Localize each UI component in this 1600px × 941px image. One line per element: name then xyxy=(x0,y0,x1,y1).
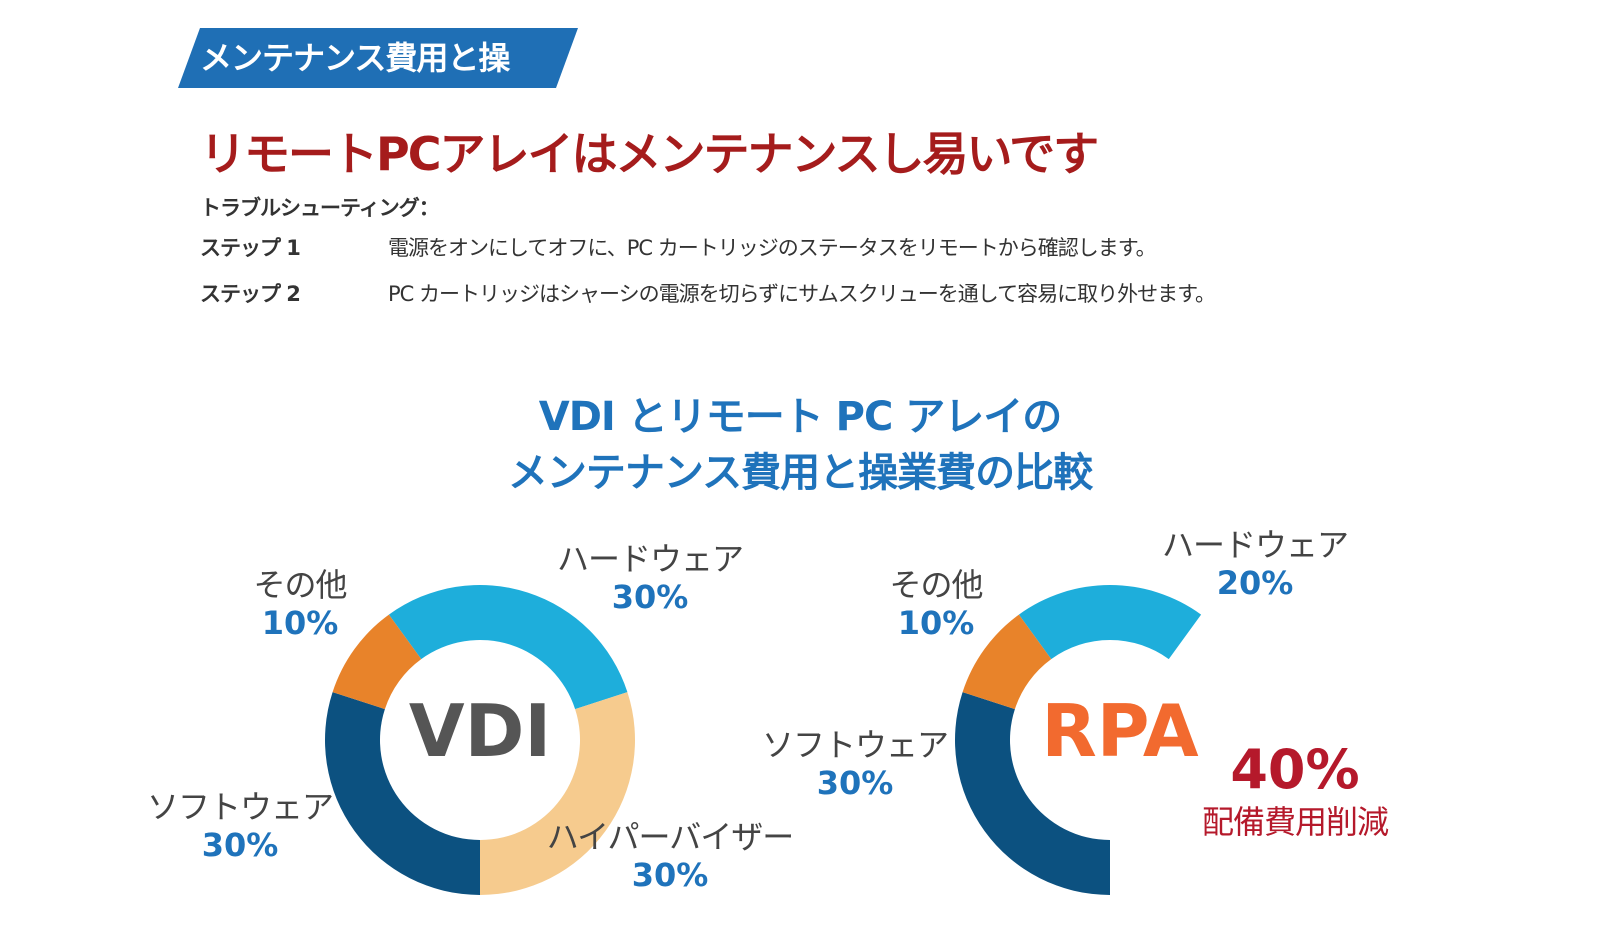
slice-name: その他 xyxy=(889,566,983,604)
vdi-slice-hardware xyxy=(388,585,628,710)
rpa-savings: 40% 配備費用削減 xyxy=(1180,738,1410,842)
step-label: ステップ 2 xyxy=(200,282,301,306)
slice-name: ハイパーバイザー xyxy=(546,818,794,856)
banner-background xyxy=(178,28,578,88)
rpa-label-other: その他 10% xyxy=(876,566,996,642)
vdi-slice-software xyxy=(325,692,480,895)
rpa-donut xyxy=(955,585,1202,895)
headline: リモートPCアレイはメンテナンスし易いです xyxy=(200,127,1099,181)
savings-text: 配備費用削減 xyxy=(1201,803,1389,841)
slice-name: ソフトウェア xyxy=(761,726,949,764)
rpa-slice-other xyxy=(962,614,1052,710)
rpa-slice-hardware xyxy=(1018,585,1202,660)
slice-percent: 30% xyxy=(201,826,279,864)
chart-title-line-2: メンテナンス費用と操業費の比較 xyxy=(507,450,1093,496)
rpa-label-hardware: ハードウェア 20% xyxy=(1135,526,1375,602)
vdi-label-hardware: ハードウェア 30% xyxy=(530,540,770,616)
vdi-label-hypervisor: ハイパーバイザー 30% xyxy=(530,818,810,894)
slice-percent: 20% xyxy=(1216,564,1294,602)
slice-name: ハードウェア xyxy=(556,540,744,578)
vdi-slice-other xyxy=(332,614,422,710)
slice-percent: 10% xyxy=(897,604,975,642)
vdi-label-software: ソフトウェア 30% xyxy=(140,788,340,864)
slice-percent: 30% xyxy=(611,578,689,616)
slice-name: ソフトウェア xyxy=(146,788,334,826)
rpa-slice-software xyxy=(955,692,1110,895)
banner-title: メンテナンス費用と操 xyxy=(200,39,510,77)
chart-title-line-1: VDI とリモート PC アレイの xyxy=(538,394,1063,440)
vdi-donut xyxy=(325,585,635,895)
vdi-slice-hypervisor xyxy=(480,692,635,895)
step-text: PC カートリッジはシャーシの電源を切らずにサムスクリューを通して容易に取り外せ… xyxy=(388,282,1216,306)
slice-name: ハードウェア xyxy=(1161,526,1349,564)
troubleshooting-label: トラブルシューティング： xyxy=(200,196,440,220)
step-text: 電源をオンにしてオフに、PC カートリッジのステータスをリモートから確認します。 xyxy=(388,236,1157,260)
vdi-center-label: VDI xyxy=(408,689,552,773)
section-banner: メンテナンス費用と操 xyxy=(178,28,578,88)
slice-percent: 10% xyxy=(261,604,339,642)
savings-value: 40% xyxy=(1230,738,1360,801)
rpa-label-software: ソフトウェア 30% xyxy=(755,726,955,802)
slice-percent: 30% xyxy=(816,764,894,802)
slice-percent: 30% xyxy=(631,856,709,894)
step-label: ステップ 1 xyxy=(200,236,301,260)
vdi-label-other: その他 10% xyxy=(240,566,360,642)
slice-name: その他 xyxy=(253,566,347,604)
rpa-center-label: RPA xyxy=(1041,689,1199,773)
